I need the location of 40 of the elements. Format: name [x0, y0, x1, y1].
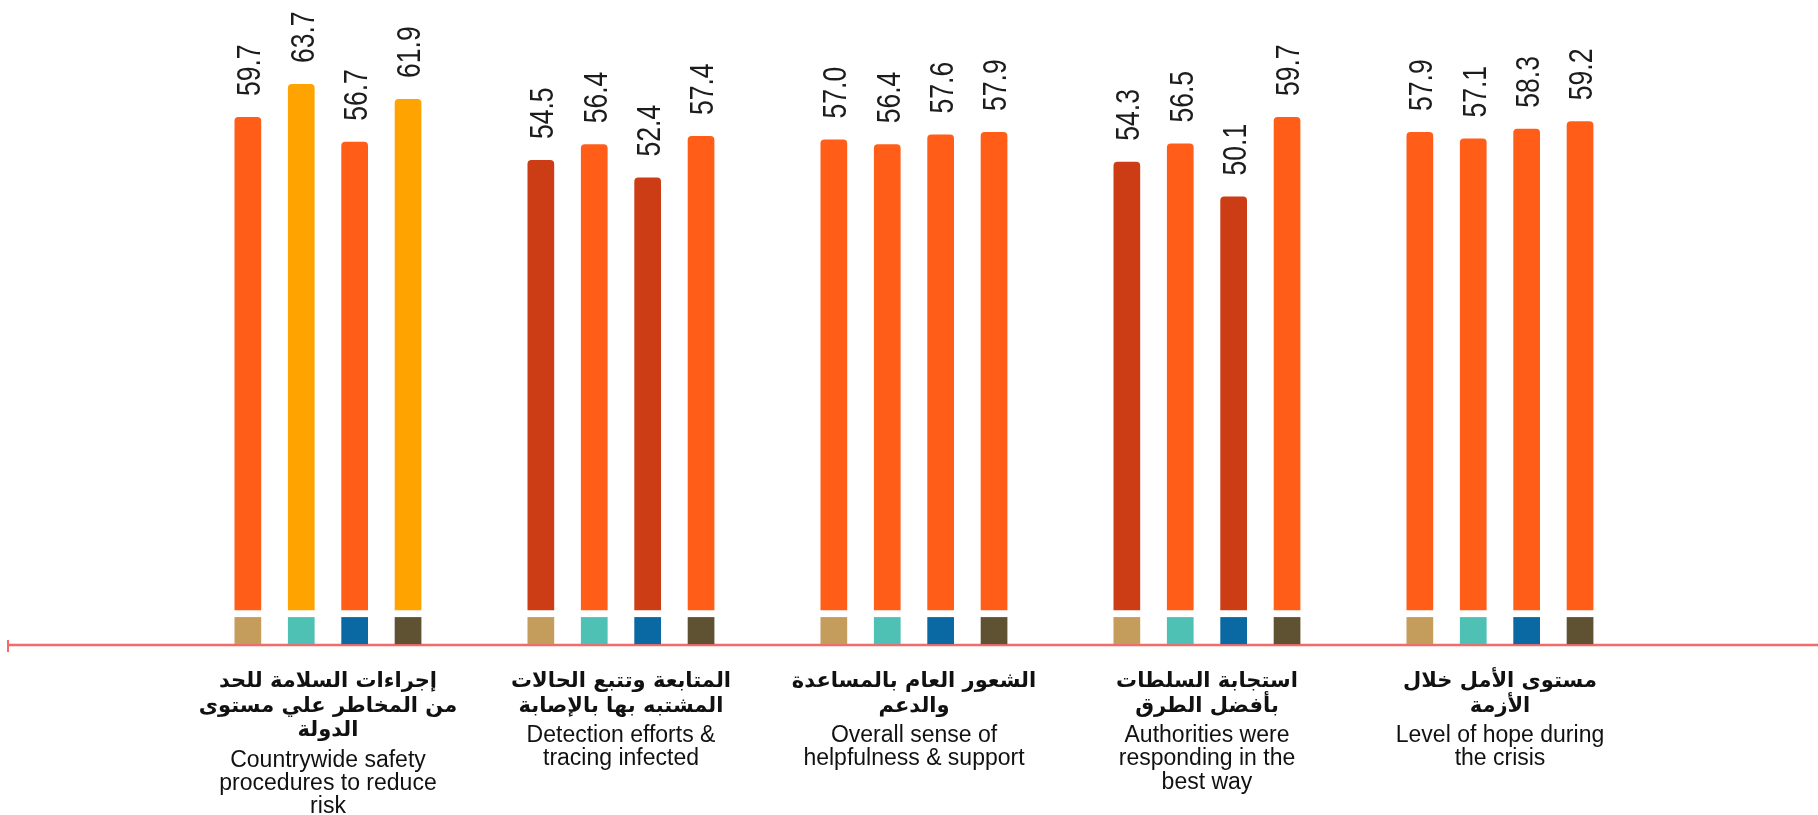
- bar: [634, 177, 661, 611]
- bar: [234, 117, 262, 611]
- data-label: 63.7: [282, 11, 321, 63]
- bar: [1459, 138, 1487, 611]
- data-label: 50.1: [1214, 123, 1253, 176]
- bar: [527, 160, 555, 611]
- bar: [980, 131, 1008, 611]
- bar: [687, 136, 715, 611]
- bar: [1513, 128, 1540, 611]
- data-label: 59.2: [1561, 48, 1600, 101]
- bar: [927, 134, 954, 611]
- bar: [580, 144, 608, 611]
- data-label: 56.4: [868, 71, 907, 124]
- data-label: 58.3: [1507, 56, 1546, 108]
- data-label: 57.9: [1400, 59, 1439, 111]
- bar: [1273, 117, 1301, 611]
- data-label: 57.1: [1454, 65, 1493, 118]
- bar: [287, 84, 315, 611]
- data-label: 52.4: [628, 104, 667, 157]
- data-label: 56.5: [1161, 70, 1200, 123]
- data-label: 57.6: [921, 61, 960, 114]
- bar: [820, 139, 848, 611]
- data-label: 56.4: [575, 71, 614, 124]
- data-label: 61.9: [389, 26, 428, 78]
- bar: [873, 144, 901, 611]
- data-label: 57.4: [682, 63, 721, 116]
- data-label: 56.7: [335, 69, 374, 121]
- bar: [1220, 196, 1247, 611]
- bar: [1166, 143, 1194, 611]
- data-label: 57.0: [814, 66, 853, 119]
- bar: [1113, 161, 1141, 611]
- bar: [1566, 121, 1594, 611]
- data-label: 54.3: [1107, 89, 1146, 141]
- data-label: 59.7: [1268, 44, 1307, 97]
- data-label: 54.5: [521, 87, 560, 140]
- bar: [341, 141, 368, 611]
- data-label: 59.7: [228, 44, 267, 97]
- data-label: 57.9: [975, 59, 1014, 111]
- bar: [1406, 131, 1434, 611]
- bar: [394, 98, 422, 611]
